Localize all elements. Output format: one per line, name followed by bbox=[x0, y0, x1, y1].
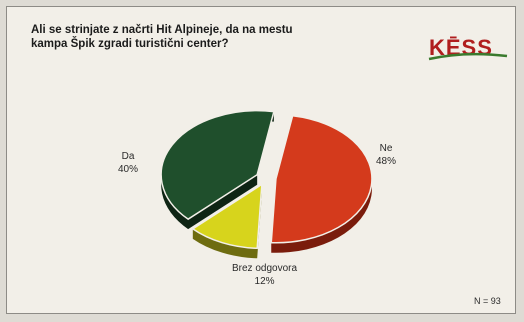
slice-label-brez-odgovora-name: Brez odgovora bbox=[232, 263, 298, 274]
pie-slices-layer bbox=[160, 109, 373, 250]
slice-label-ne: Ne 48% bbox=[376, 142, 396, 168]
kess-logo-swoosh bbox=[428, 52, 508, 61]
chart-title: Ali se strinjate z načrti Hit Alpineje, … bbox=[31, 23, 391, 51]
kess-logo: KĒSS bbox=[428, 35, 508, 61]
slice-label-da: Da 40% bbox=[118, 150, 138, 176]
pie-slice-depth-brez-odgovora bbox=[192, 184, 262, 259]
pie-slice-depth-da bbox=[161, 110, 274, 230]
slice-label-brez-odgovora-value: 12% bbox=[254, 276, 275, 287]
pie-slice-brez-odgovora bbox=[191, 182, 263, 250]
chart-title-line-2: kampa Špik zgradi turistični center? bbox=[31, 38, 229, 50]
sample-size-note: N = 93 bbox=[474, 296, 501, 306]
slice-label-brez-odgovora: Brez odgovora 12% bbox=[232, 262, 297, 288]
slice-label-da-value: 40% bbox=[118, 164, 139, 175]
slice-label-ne-name: Ne bbox=[379, 143, 393, 154]
pie-slice-ne bbox=[270, 114, 373, 244]
chart-title-line-1: Ali se strinjate z načrti Hit Alpineje, … bbox=[31, 24, 293, 36]
slice-label-ne-value: 48% bbox=[376, 156, 397, 167]
slice-label-da-name: Da bbox=[121, 151, 135, 162]
pie-slice-da bbox=[160, 109, 275, 221]
pie-depth-layer bbox=[161, 110, 372, 259]
